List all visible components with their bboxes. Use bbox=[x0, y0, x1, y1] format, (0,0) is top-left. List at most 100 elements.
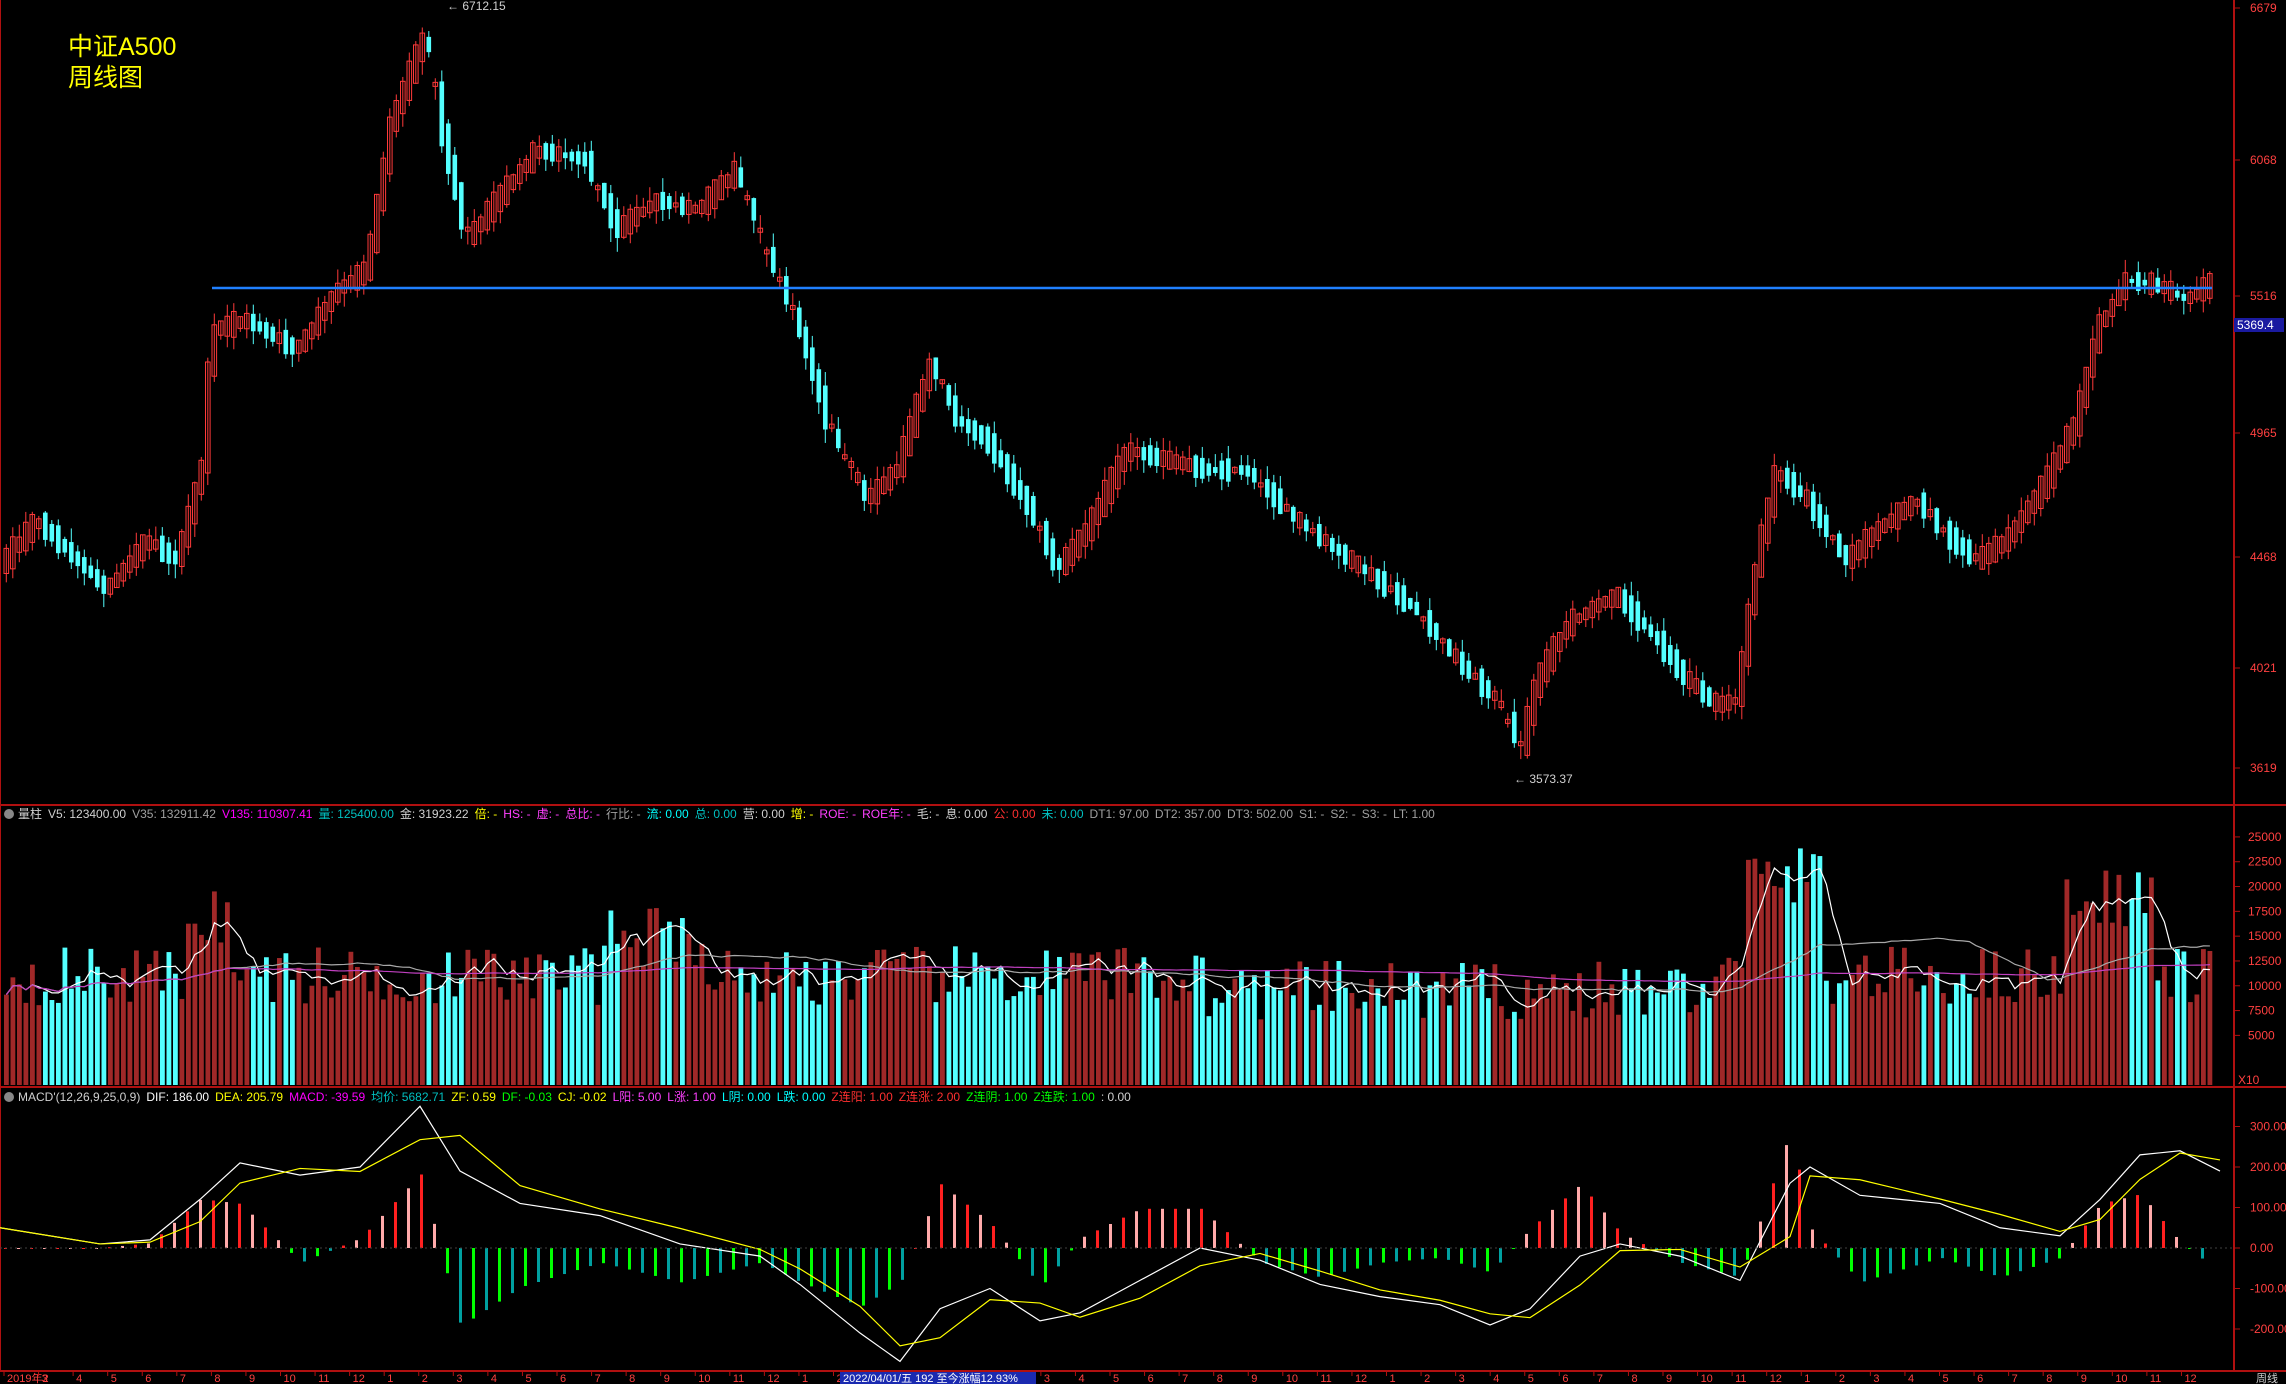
macd-histogram-bar bbox=[1096, 1230, 1099, 1248]
price-pane[interactable] bbox=[3, 27, 2213, 760]
candle-body bbox=[985, 426, 991, 454]
time-tick-label: 8 bbox=[2046, 1373, 2052, 1384]
candle-body bbox=[49, 523, 55, 542]
candle-body bbox=[1479, 668, 1485, 697]
volume-bar bbox=[1707, 997, 1712, 1085]
volume-bar bbox=[62, 947, 68, 1085]
macd-histogram-bar bbox=[1226, 1232, 1229, 1248]
macd-histogram-bar bbox=[134, 1244, 137, 1248]
candle-body bbox=[56, 525, 61, 554]
macd-histogram-bar bbox=[381, 1215, 384, 1248]
volume-ma-line bbox=[5, 963, 2210, 996]
volume-bar bbox=[1720, 964, 1725, 1085]
gear-icon[interactable] bbox=[4, 1092, 14, 1102]
candle-body bbox=[3, 547, 10, 574]
volume-header-item: HS: - bbox=[503, 807, 531, 821]
candle-body bbox=[1349, 550, 1355, 569]
candle-body bbox=[1414, 601, 1420, 616]
volume-bar bbox=[368, 991, 373, 1085]
volume-bar bbox=[2175, 949, 2180, 1085]
macd-histogram-bar bbox=[745, 1248, 748, 1267]
volume-bar bbox=[1109, 999, 1114, 1085]
volume-bar bbox=[1726, 957, 1732, 1085]
volume-tick-label: 25000 bbox=[2248, 830, 2282, 844]
candle-body bbox=[1596, 598, 1602, 613]
macd-pane[interactable] bbox=[0, 1105, 2234, 1363]
candle-body bbox=[816, 369, 822, 403]
volume-bar bbox=[134, 950, 139, 1085]
volume-bar bbox=[608, 910, 614, 1085]
macd-header-item: L涨: 1.00 bbox=[667, 1090, 716, 1104]
volume-bar bbox=[1167, 976, 1173, 1085]
volume-bar bbox=[550, 962, 555, 1085]
candle-body bbox=[692, 204, 699, 214]
macd-histogram-bar bbox=[225, 1202, 228, 1248]
candle-body bbox=[1486, 680, 1491, 699]
volume-bar bbox=[693, 965, 698, 1085]
macd-header-item: L阳: 5.00 bbox=[612, 1090, 662, 1104]
volume-bar bbox=[2090, 902, 2096, 1085]
volume-bar bbox=[426, 973, 432, 1085]
candle-body bbox=[179, 531, 185, 567]
volume-bar bbox=[1752, 858, 1758, 1085]
candle-body bbox=[1570, 608, 1576, 637]
time-tick-label: 8 bbox=[1217, 1373, 1223, 1384]
candle-body bbox=[1791, 472, 1797, 498]
candle-body bbox=[1505, 718, 1511, 724]
volume-bar bbox=[231, 972, 237, 1085]
candle-body bbox=[1460, 651, 1465, 675]
candle-body bbox=[1395, 582, 1400, 606]
macd-histogram-bar bbox=[316, 1248, 319, 1257]
macd-histogram-bar bbox=[2032, 1248, 2035, 1267]
candle-body bbox=[1134, 447, 1141, 458]
time-tick-label: 4 bbox=[1908, 1373, 1914, 1384]
volume-bar bbox=[517, 983, 523, 1085]
candle-body bbox=[1589, 600, 1596, 619]
volume-header-item: 营: 0.00 bbox=[742, 807, 785, 821]
volume-bar bbox=[1219, 1002, 1225, 1085]
candle-body bbox=[1200, 457, 1205, 479]
candle-body bbox=[1076, 529, 1082, 558]
macd-histogram-bar bbox=[329, 1248, 332, 1251]
candle-body bbox=[1576, 613, 1583, 623]
candle-body bbox=[1661, 630, 1667, 663]
volume-bar bbox=[88, 948, 94, 1085]
candle-body bbox=[1323, 534, 1329, 546]
volume-bar bbox=[10, 977, 16, 1085]
volume-bar bbox=[1557, 989, 1563, 1085]
macd-histogram-bar bbox=[1811, 1229, 1814, 1248]
candle-body bbox=[823, 385, 828, 430]
candle-body bbox=[608, 193, 614, 229]
macd-histogram-bar bbox=[212, 1200, 215, 1248]
volume-bar bbox=[680, 918, 685, 1085]
candle-body bbox=[862, 480, 867, 501]
volume-bar bbox=[1518, 1018, 1524, 1085]
macd-histogram-bar bbox=[1746, 1248, 1749, 1260]
volume-bar bbox=[303, 1003, 308, 1085]
macd-header-item: L阴: 0.00 bbox=[721, 1090, 771, 1104]
price-tick-label: 6679 bbox=[2250, 1, 2277, 15]
candle-body bbox=[1063, 546, 1069, 576]
volume-bar bbox=[1323, 961, 1329, 1085]
volume-bar bbox=[556, 989, 562, 1085]
volume-header-item: S2: - bbox=[1330, 807, 1356, 821]
volume-bar bbox=[1343, 987, 1348, 1085]
volume-bar bbox=[2097, 922, 2102, 1085]
candle-body bbox=[290, 337, 295, 355]
candle-body bbox=[264, 322, 269, 339]
volume-bar bbox=[212, 891, 217, 1085]
volume-bar bbox=[1245, 988, 1251, 1085]
candle-body bbox=[1095, 497, 1102, 526]
time-tick-label: 5 bbox=[525, 1373, 531, 1384]
gear-icon[interactable] bbox=[4, 809, 14, 819]
volume-bar bbox=[829, 980, 835, 1085]
volume-bar bbox=[1895, 968, 1901, 1085]
candle-body bbox=[1291, 506, 1296, 522]
volume-bar bbox=[758, 1001, 763, 1085]
volume-pane[interactable] bbox=[4, 848, 2213, 1085]
candle-body bbox=[660, 191, 666, 210]
volume-bar bbox=[1876, 983, 1881, 1085]
candle-body bbox=[1447, 639, 1452, 657]
volume-tick-label: 12500 bbox=[2248, 954, 2282, 968]
